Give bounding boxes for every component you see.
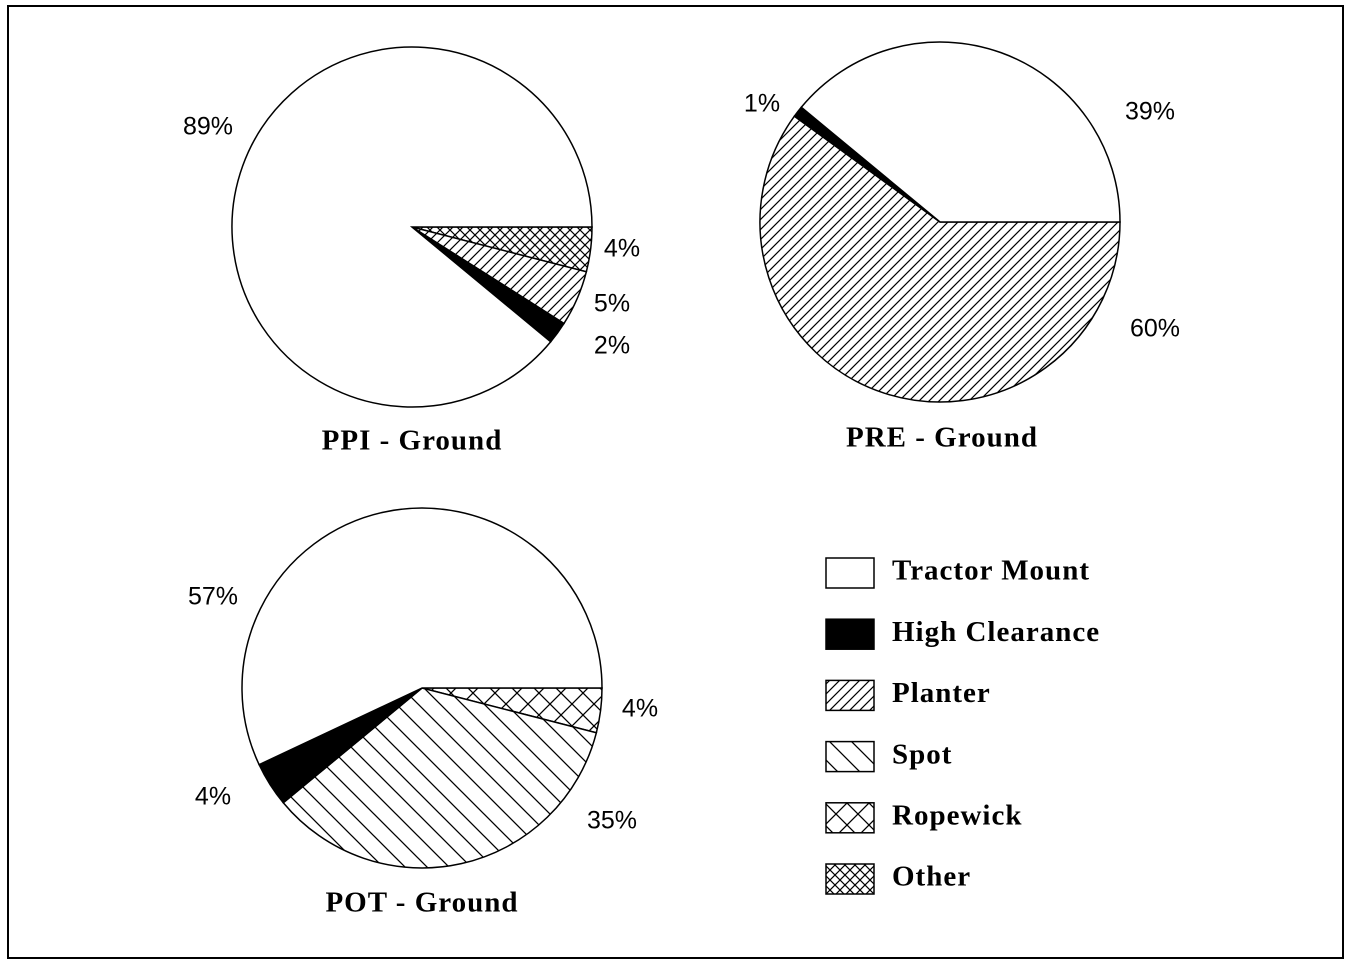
pie-title: PPI - Ground (322, 425, 503, 457)
legend-swatch (825, 740, 875, 773)
legend-label: Ropewick (892, 799, 1022, 831)
slice-label: 4% (195, 783, 231, 811)
frame (7, 5, 1344, 959)
legend-swatch (825, 679, 875, 712)
slice-label: 57% (188, 583, 238, 611)
pie-slice (759, 115, 1121, 403)
slice-label: 5% (594, 290, 630, 318)
legend-swatch (825, 618, 875, 650)
slice-label: 1% (744, 90, 780, 118)
slice-label: 60% (1130, 315, 1180, 343)
pie-slice (231, 46, 593, 408)
legend-label: Other (892, 861, 971, 893)
legend-label: Planter (892, 677, 991, 709)
slice-label: 2% (594, 332, 630, 360)
pie-slice (241, 507, 603, 766)
slice-label: 4% (604, 235, 640, 263)
legend-label: Tractor Mount (892, 555, 1090, 587)
pie-slice (282, 687, 598, 869)
pie-slice (800, 41, 1121, 223)
pie-title: PRE - Ground (846, 422, 1038, 454)
pie-title: POT - Ground (325, 887, 518, 919)
legend-label: High Clearance (892, 616, 1100, 648)
slice-label: 89% (183, 113, 233, 141)
legend-swatch (825, 863, 875, 895)
slice-label: 4% (622, 695, 658, 723)
slice-label: 39% (1125, 98, 1175, 126)
legend-swatch (825, 557, 875, 589)
legend-swatch (825, 802, 875, 834)
legend-label: Spot (892, 738, 952, 770)
slice-label: 35% (587, 807, 637, 835)
